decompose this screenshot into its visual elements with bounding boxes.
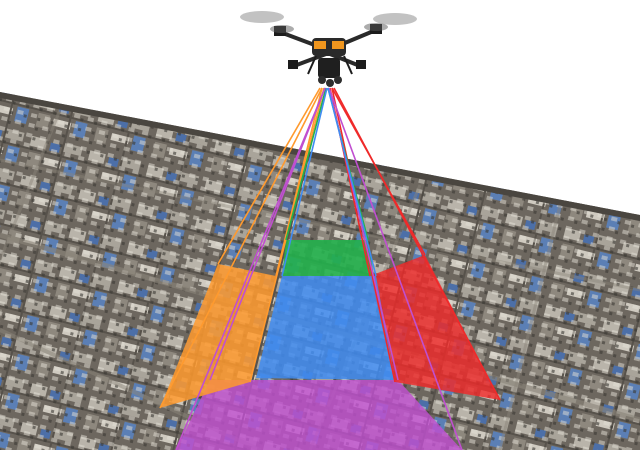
oblique-camera	[318, 58, 340, 78]
propeller	[364, 23, 388, 31]
footprint-forward	[282, 240, 374, 276]
propeller	[270, 25, 294, 33]
propeller	[240, 11, 284, 23]
